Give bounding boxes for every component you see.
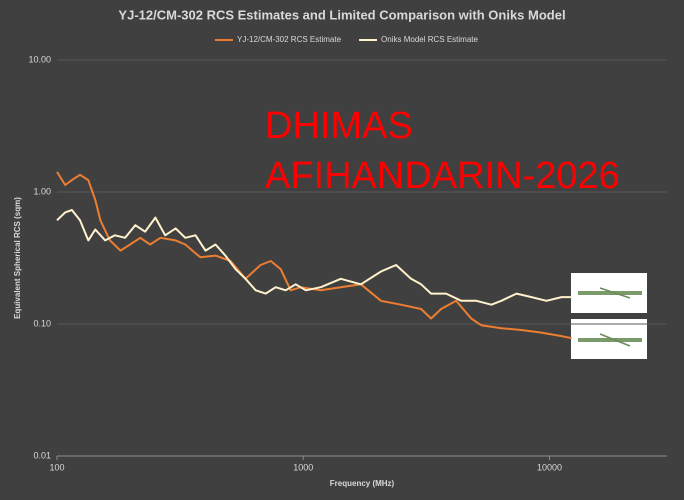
y-tick-label: 0.10 — [33, 318, 51, 328]
series-line — [56, 209, 572, 306]
x-tick-label: 100 — [49, 462, 64, 472]
legend-label: YJ-12/CM-302 RCS Estimate — [237, 35, 342, 44]
legend-label: Oniks Model RCS Estimate — [381, 35, 478, 44]
missile-fin — [599, 287, 631, 299]
x-tick-label: 10000 — [537, 462, 562, 472]
missile-fin — [599, 333, 631, 347]
series-line — [56, 171, 572, 340]
annotation: DHIMAS — [265, 105, 413, 147]
x-axis-label: Frequency (MHz) — [330, 479, 395, 488]
chart-title: YJ-12/CM-302 RCS Estimates and Limited C… — [118, 7, 565, 22]
inset-images — [571, 273, 647, 359]
y-tick-label: 1.00 — [33, 186, 51, 196]
y-tick-label: 0.01 — [33, 450, 51, 460]
annotation: AFIHANDARIN-2026 — [265, 155, 620, 197]
y-axis-label: Equivalent Spherical RCS (sqm) — [13, 197, 22, 319]
y-tick-label: 10.00 — [28, 54, 51, 64]
x-tick-label: 1000 — [293, 462, 313, 472]
